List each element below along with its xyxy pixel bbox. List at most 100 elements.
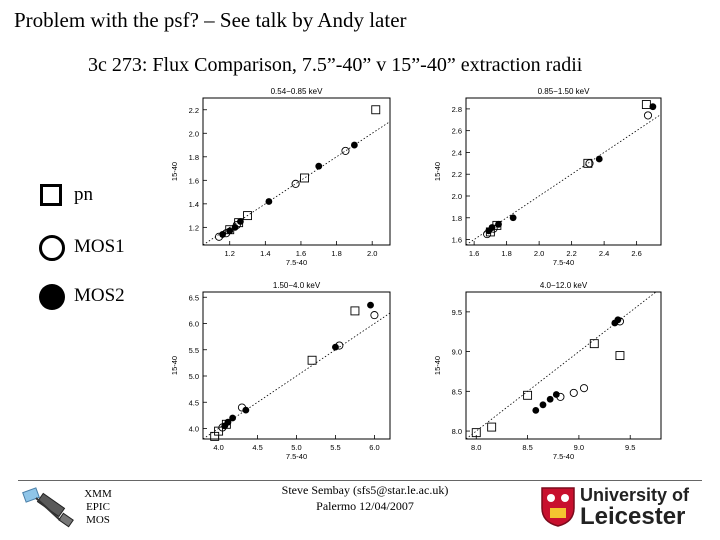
data-point-pn xyxy=(589,339,599,349)
y-tick-label: 1.4 xyxy=(189,200,199,209)
data-point-mos1 xyxy=(569,388,578,397)
university-crest-icon xyxy=(541,487,575,527)
y-tick-label: 6.0 xyxy=(189,320,199,329)
y-tick-label: 2.2 xyxy=(452,170,462,179)
footer-divider xyxy=(18,480,702,481)
x-tick-label: 4.5 xyxy=(252,443,262,452)
x-tick-label: 2.0 xyxy=(534,249,544,258)
data-point-mos2 xyxy=(219,231,226,238)
data-point-pn xyxy=(307,355,317,365)
data-point-pn xyxy=(641,100,651,109)
y-tick-label: 2.6 xyxy=(452,127,462,136)
legend-square-icon xyxy=(40,184,62,206)
chart-title-3: 4.0−12.0 keV xyxy=(540,281,588,290)
x-tick-label: 2.6 xyxy=(631,249,641,258)
data-point-mos2 xyxy=(315,162,323,170)
x-tick-label: 9.0 xyxy=(574,443,584,452)
data-point-mos1 xyxy=(370,311,379,320)
data-point-mos2 xyxy=(242,406,250,414)
data-point-pn xyxy=(243,211,252,221)
x-tick-label: 1.8 xyxy=(501,249,511,258)
data-point-mos2 xyxy=(367,301,374,309)
y-axis-label-2: 15-40 xyxy=(170,356,179,375)
data-point-mos2 xyxy=(224,418,232,426)
x-tick-label: 1.2 xyxy=(224,249,234,258)
x-tick-label: 2.4 xyxy=(599,249,609,258)
slide-title: Problem with the psf? – See talk by Andy… xyxy=(14,8,407,32)
data-point-mos2 xyxy=(649,103,657,111)
chart-title-2: 1.50−4.0 keV xyxy=(273,281,321,290)
data-point-mos2 xyxy=(509,214,517,222)
x-tick-label: 2.2 xyxy=(566,249,576,258)
y-tick-label: 1.8 xyxy=(189,153,199,162)
data-point-mos2 xyxy=(226,227,234,235)
university-line-1: University of xyxy=(580,485,690,505)
data-point-mos2 xyxy=(229,414,237,422)
y-axis-label-1: 15-40 xyxy=(433,162,442,181)
data-point-mos1 xyxy=(643,111,653,120)
university-line-2: Leicester xyxy=(580,503,686,530)
data-point-mos1 xyxy=(585,159,594,168)
y-tick-label: 1.8 xyxy=(452,214,462,223)
x-tick-label: 6.0 xyxy=(369,443,379,452)
legend: pn MOS1 MOS2 xyxy=(38,180,168,320)
y-tick-label: 1.6 xyxy=(452,236,462,245)
x-tick-label: 1.4 xyxy=(260,249,270,258)
data-point-mos2 xyxy=(614,316,622,324)
data-point-mos2 xyxy=(237,218,244,225)
data-point-mos2 xyxy=(488,224,496,231)
data-point-pn xyxy=(471,428,481,438)
x-tick-label: 8.5 xyxy=(522,443,532,452)
y-tick-label: 5.0 xyxy=(189,372,199,381)
y-tick-label: 5.5 xyxy=(189,346,199,355)
plot-frame-3 xyxy=(465,291,662,440)
data-point-mos2 xyxy=(546,395,554,403)
logo-text-mos: MOS xyxy=(86,514,110,526)
y-tick-label: 4.5 xyxy=(189,398,199,407)
x-axis-label-2: 7.5-40 xyxy=(286,452,307,461)
data-point-pn xyxy=(615,351,625,361)
x-axis-label-3: 7.5-40 xyxy=(553,452,574,461)
data-point-pn xyxy=(487,422,497,432)
data-point-mos1 xyxy=(579,384,589,393)
contact-line-2: Palermo 12/04/2007 xyxy=(316,499,414,513)
x-tick-label: 4.0 xyxy=(213,443,223,452)
y-tick-label: 6.5 xyxy=(189,293,199,302)
equality-line-0 xyxy=(202,121,391,246)
legend-filled-circle-icon xyxy=(39,284,65,310)
data-point-mos2 xyxy=(552,391,560,398)
plot-frame-1 xyxy=(465,97,662,246)
x-tick-label: 1.6 xyxy=(469,249,479,258)
x-axis-label-1: 7.5-40 xyxy=(553,258,574,267)
data-point-mos1 xyxy=(341,146,350,155)
x-tick-label: 1.6 xyxy=(296,249,306,258)
data-point-pn xyxy=(371,105,381,115)
y-axis-label-0: 15-40 xyxy=(170,162,179,181)
contact-info: Steve Sembay (sfs5@star.le.ac.uk) Palerm… xyxy=(230,482,500,514)
x-tick-label: 5.0 xyxy=(291,443,301,452)
contact-line-1: Steve Sembay (sfs5@star.le.ac.uk) xyxy=(281,483,449,497)
data-point-mos2 xyxy=(265,198,273,205)
chart-title-1: 0.85−1.50 keV xyxy=(538,87,590,96)
y-tick-label: 1.2 xyxy=(189,223,199,232)
y-tick-label: 4.0 xyxy=(189,425,199,434)
y-tick-label: 8.0 xyxy=(452,427,462,436)
data-point-mos2 xyxy=(595,155,603,163)
chart-title-0: 0.54−0.85 keV xyxy=(271,87,323,96)
y-axis-label-3: 15-40 xyxy=(433,356,442,375)
data-point-mos2 xyxy=(532,406,540,414)
data-point-pn xyxy=(350,306,360,316)
legend-circle-icon xyxy=(39,235,65,261)
xmm-epic-mos-text: XMM EPIC MOS xyxy=(80,488,116,527)
y-tick-label: 2.0 xyxy=(452,192,462,201)
data-point-mos2 xyxy=(350,141,358,149)
data-point-mos1 xyxy=(291,179,300,188)
y-tick-label: 9.5 xyxy=(452,308,462,317)
data-point-mos2 xyxy=(495,220,502,228)
logo-text-xmm: XMM xyxy=(84,488,112,500)
x-tick-label: 9.5 xyxy=(625,443,635,452)
data-point-mos2 xyxy=(231,223,239,231)
data-point-pn xyxy=(583,158,593,168)
y-tick-label: 2.4 xyxy=(452,148,462,157)
